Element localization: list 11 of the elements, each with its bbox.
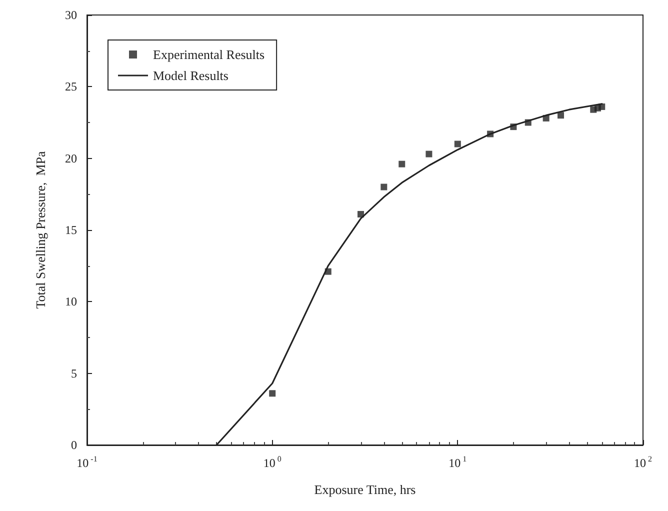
y-tick-label: 15 (65, 223, 77, 237)
y-tick-label: 25 (65, 80, 77, 94)
y-tick-label: 0 (71, 438, 77, 452)
y-tick-label: 20 (65, 151, 77, 166)
legend-label: Experimental Results (153, 47, 265, 62)
y-tick-label: 10 (65, 294, 77, 309)
x-axis-title: Exposure Time, hrs (314, 482, 416, 497)
legend-label: Model Results (153, 68, 228, 83)
y-axis-title: Total Swelling Pressure, MPa (33, 150, 48, 309)
y-tick-label: 5 (71, 366, 77, 380)
y-tick-label: 30 (65, 8, 77, 22)
